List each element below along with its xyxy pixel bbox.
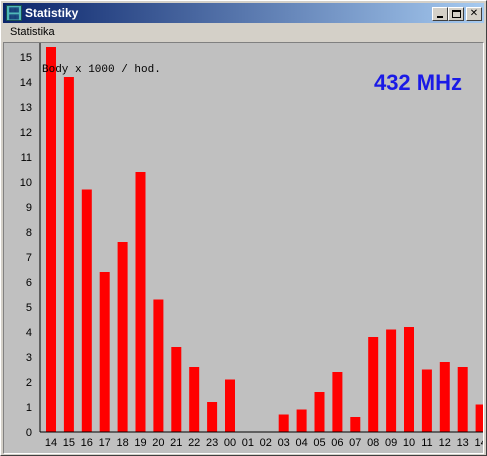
bar-hour-15-1 xyxy=(63,77,74,432)
minimize-button[interactable] xyxy=(432,7,448,21)
y-tick-label: 4 xyxy=(26,327,32,339)
x-tick-label: 06 xyxy=(331,437,343,449)
bar-hour-18-4 xyxy=(117,242,128,432)
x-tick-label: 20 xyxy=(152,437,164,449)
y-tick-label: 15 xyxy=(20,52,32,64)
bar-hour-00-10 xyxy=(225,379,235,432)
close-button[interactable]: ✕ xyxy=(466,7,482,21)
x-tick-label: 12 xyxy=(439,437,451,449)
bar-hour-19-5 xyxy=(135,172,146,432)
x-tick-label: 01 xyxy=(242,437,254,449)
bar-hour-20-6 xyxy=(153,299,164,432)
x-tick-label: 19 xyxy=(134,437,146,449)
bar-hour-14-24 xyxy=(475,404,483,432)
bar-hour-03-13 xyxy=(278,414,289,432)
bar-hour-17-3 xyxy=(99,272,110,432)
x-tick-label: 14 xyxy=(45,437,57,449)
bar-hour-14-0 xyxy=(46,47,56,432)
bar-hour-12-22 xyxy=(439,362,450,432)
menu-statistika[interactable]: Statistika xyxy=(10,26,55,38)
x-tick-label: 02 xyxy=(260,437,272,449)
y-tick-label: 12 xyxy=(20,127,32,139)
x-tick-label: 17 xyxy=(99,437,111,449)
x-tick-label: 13 xyxy=(457,437,469,449)
x-tick-label: 16 xyxy=(81,437,93,449)
bar-hour-09-19 xyxy=(386,329,397,432)
bar-hour-08-18 xyxy=(368,337,379,432)
bar-hour-10-20 xyxy=(404,327,414,432)
y-tick-label: 7 xyxy=(26,252,32,264)
x-tick-label: 11 xyxy=(421,437,432,449)
y-tick-label: 2 xyxy=(26,377,32,389)
y-axis-unit-label: Body x 1000 / hod. xyxy=(42,64,161,76)
window-title: Statistiky xyxy=(25,6,79,20)
bar-hour-07-17 xyxy=(350,417,361,432)
y-tick-label: 5 xyxy=(26,302,32,314)
x-tick-label: 14 xyxy=(474,437,483,449)
y-tick-label: 11 xyxy=(21,152,32,164)
bar-hour-13-23 xyxy=(457,367,468,432)
chart-area: 0 1 2 3 4 5 6 7 8 9 10 11 12 13 14 15 14 15 16 17 18 19 20 21 2… xyxy=(3,42,484,454)
x-tick-label: 10 xyxy=(403,437,415,449)
x-tick-label: 07 xyxy=(349,437,361,449)
y-tick-label: 0 xyxy=(26,427,32,439)
maximize-button[interactable] xyxy=(448,7,464,21)
close-icon: ✕ xyxy=(469,8,479,19)
x-tick-label: 18 xyxy=(116,437,128,449)
y-tick-label: 1 xyxy=(26,402,32,414)
bar-hour-16-2 xyxy=(81,189,92,432)
x-tick-label: 08 xyxy=(367,437,379,449)
x-tick-label: 09 xyxy=(385,437,397,449)
x-tick-label: 04 xyxy=(295,437,307,449)
x-tick-label: 03 xyxy=(278,437,290,449)
minimize-icon xyxy=(437,16,443,18)
bar-hour-22-8 xyxy=(189,367,200,432)
x-tick-label: 00 xyxy=(224,437,236,449)
bar-hour-05-15 xyxy=(314,392,325,432)
x-tick-label: 21 xyxy=(170,437,182,449)
maximize-icon xyxy=(452,10,461,18)
bar-hour-23-9 xyxy=(207,402,218,432)
y-tick-label: 10 xyxy=(20,177,32,189)
y-tick-label: 14 xyxy=(20,77,32,89)
y-tick-label: 13 xyxy=(20,102,32,114)
bar-hour-11-21 xyxy=(421,369,432,432)
y-tick-label: 8 xyxy=(26,227,32,239)
y-tick-label: 3 xyxy=(26,352,32,364)
bar-hour-04-14 xyxy=(296,409,307,432)
y-tick-label: 6 xyxy=(26,277,32,289)
app-grid-icon[interactable]: ▦▦ ▦▦ xyxy=(6,5,22,21)
title-bar[interactable]: ▦▦ ▦▦ Statistiky ✕ xyxy=(3,3,484,23)
x-tick-label: 22 xyxy=(188,437,200,449)
bar-hour-06-16 xyxy=(332,372,343,432)
menu-bar: Statistika xyxy=(3,24,484,42)
chart-title: 432 MHz xyxy=(374,70,462,95)
x-tick-label: 05 xyxy=(313,437,325,449)
y-tick-label: 9 xyxy=(26,202,32,214)
x-tick-label: 15 xyxy=(63,437,75,449)
x-tick-label: 23 xyxy=(206,437,218,449)
bar-hour-21-7 xyxy=(171,347,182,432)
